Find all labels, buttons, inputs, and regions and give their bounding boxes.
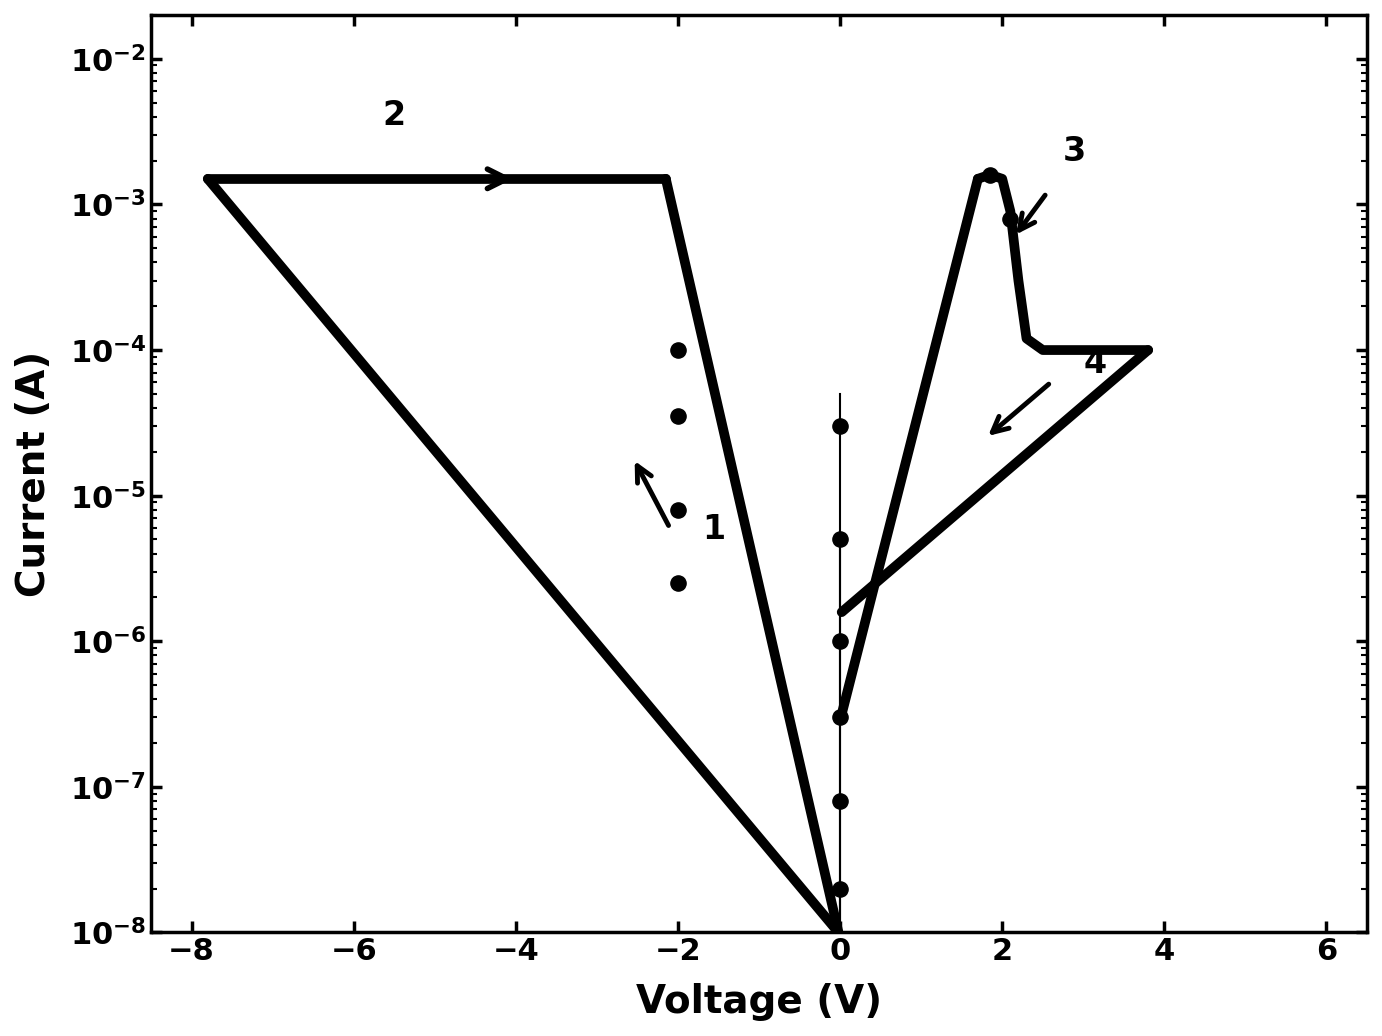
Point xyxy=(829,633,851,650)
Point xyxy=(829,418,851,434)
Point xyxy=(978,167,1001,183)
Text: 3: 3 xyxy=(1063,135,1086,168)
Point xyxy=(829,881,851,897)
Text: 4: 4 xyxy=(1083,347,1107,379)
Point xyxy=(999,210,1021,227)
Point xyxy=(668,342,690,358)
Point xyxy=(668,575,690,592)
X-axis label: Voltage (V): Voltage (V) xyxy=(636,983,882,1021)
Text: 2: 2 xyxy=(383,99,406,133)
Point xyxy=(829,793,851,809)
Text: 1: 1 xyxy=(702,514,726,546)
Point xyxy=(668,501,690,518)
Point xyxy=(829,709,851,725)
Point xyxy=(829,531,851,548)
Point xyxy=(668,408,690,425)
Y-axis label: Current (A): Current (A) xyxy=(15,350,53,597)
